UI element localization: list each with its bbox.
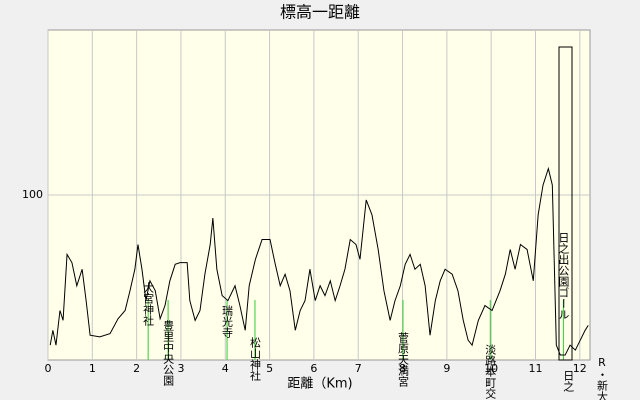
landmark-label: 瑞光寺 [221, 304, 234, 338]
landmark-label: 菅原天満宮 [396, 332, 409, 388]
x-axis-label: 距離（Km) [287, 377, 352, 392]
x-tick-label: 3 [177, 362, 184, 375]
x-tick-label: 9 [443, 362, 450, 375]
x-tick-label: 8 [399, 362, 406, 375]
x-tick-label: 4 [222, 362, 229, 375]
chart-title: 標高一距離 [280, 3, 360, 22]
landmark-label: 日之 [562, 370, 575, 392]
y-tick-label: 100 [22, 188, 43, 201]
x-tick-label: 6 [310, 362, 317, 375]
x-tick-label: 10 [484, 362, 498, 375]
goal-box [558, 46, 573, 361]
x-tick-label: 5 [266, 362, 273, 375]
landmark-label: 松山神社 [248, 336, 261, 382]
x-tick-label: 0 [45, 362, 52, 375]
x-tick-label: 11 [528, 362, 542, 375]
landmark-label: 淡路本町交 [484, 344, 497, 400]
x-tick-label: 12 [573, 362, 587, 375]
elevation-line [49, 166, 589, 356]
x-tick-label: 1 [89, 362, 96, 375]
landmark-label: 日之出公園ゴール [557, 232, 570, 320]
landmark-label: 大宮神社 [142, 281, 155, 327]
x-tick-label: 2 [133, 362, 140, 375]
x-tick-label: 7 [355, 362, 362, 375]
landmark-label: R・新大 [595, 356, 608, 400]
landmark-label: 豊里中央公園 [162, 320, 175, 387]
